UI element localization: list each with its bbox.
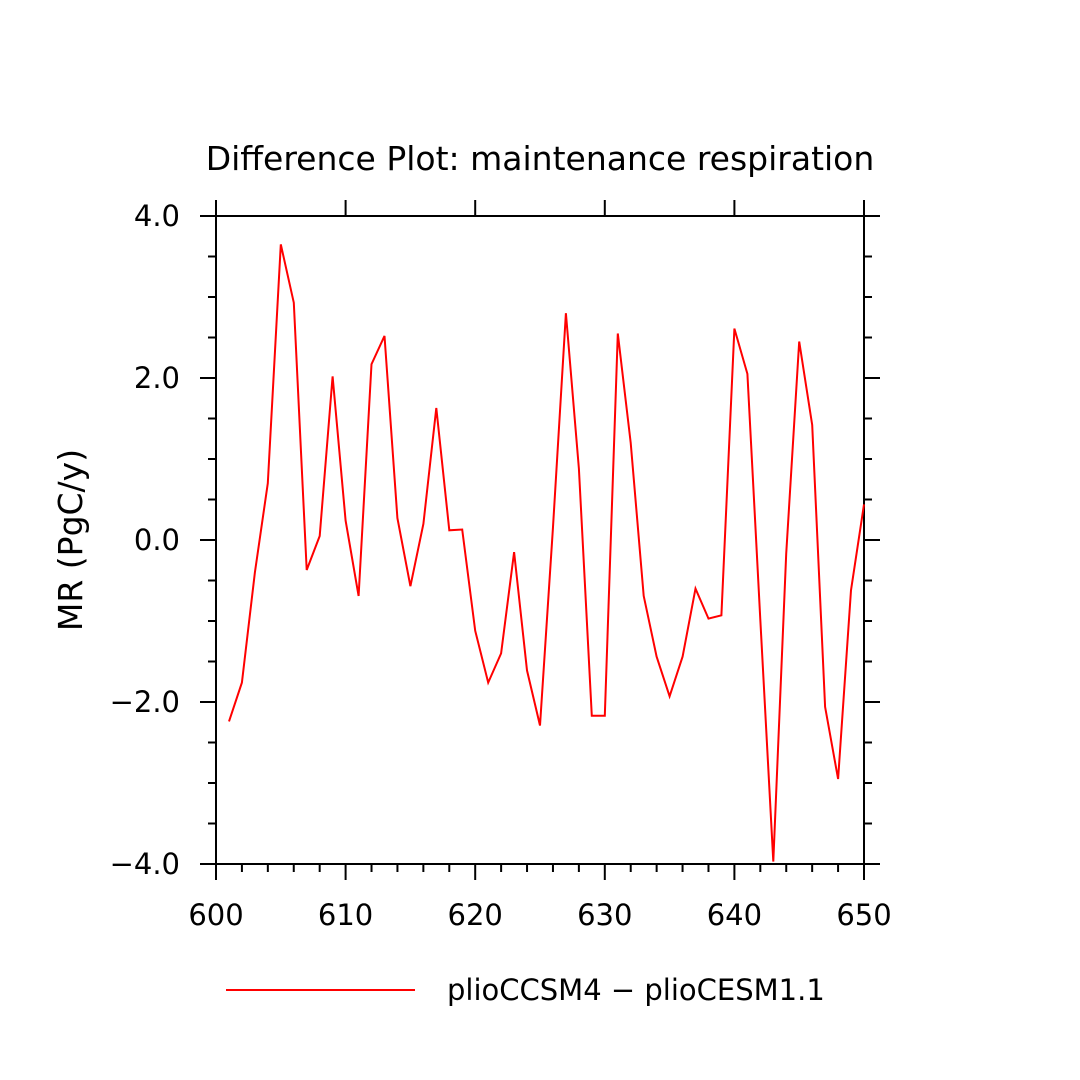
y-axis-label: MR (PgC/y) bbox=[51, 449, 90, 631]
plot-border bbox=[215, 215, 865, 865]
y-tick-label: −2.0 bbox=[110, 685, 180, 719]
legend: plioCCSM4 − plioCESM1.1 bbox=[226, 973, 825, 1007]
y-tick-label: 2.0 bbox=[134, 361, 180, 395]
x-tick-label: 620 bbox=[448, 898, 503, 932]
series-layer bbox=[228, 244, 865, 862]
y-tick-label: −4.0 bbox=[110, 847, 180, 881]
x-tick-label: 600 bbox=[188, 898, 243, 932]
legend-label: plioCCSM4 − plioCESM1.1 bbox=[447, 973, 825, 1007]
x-axis-ticks: 600 610 620 630 640 650 bbox=[188, 200, 892, 932]
y-tick-label: 0.0 bbox=[134, 523, 180, 557]
y-tick-label: 4.0 bbox=[134, 199, 180, 233]
x-tick-label: 630 bbox=[577, 898, 632, 932]
x-tick-label: 650 bbox=[836, 898, 891, 932]
plot-frame bbox=[215, 215, 865, 865]
x-tick-label: 640 bbox=[707, 898, 762, 932]
series-line bbox=[228, 244, 865, 862]
x-tick-label: 610 bbox=[318, 898, 373, 932]
y-axis-ticks: −4.0 −2.0 0.0 2.0 4.0 bbox=[110, 199, 880, 881]
chart-title: Difference Plot: maintenance respiration bbox=[206, 139, 875, 178]
